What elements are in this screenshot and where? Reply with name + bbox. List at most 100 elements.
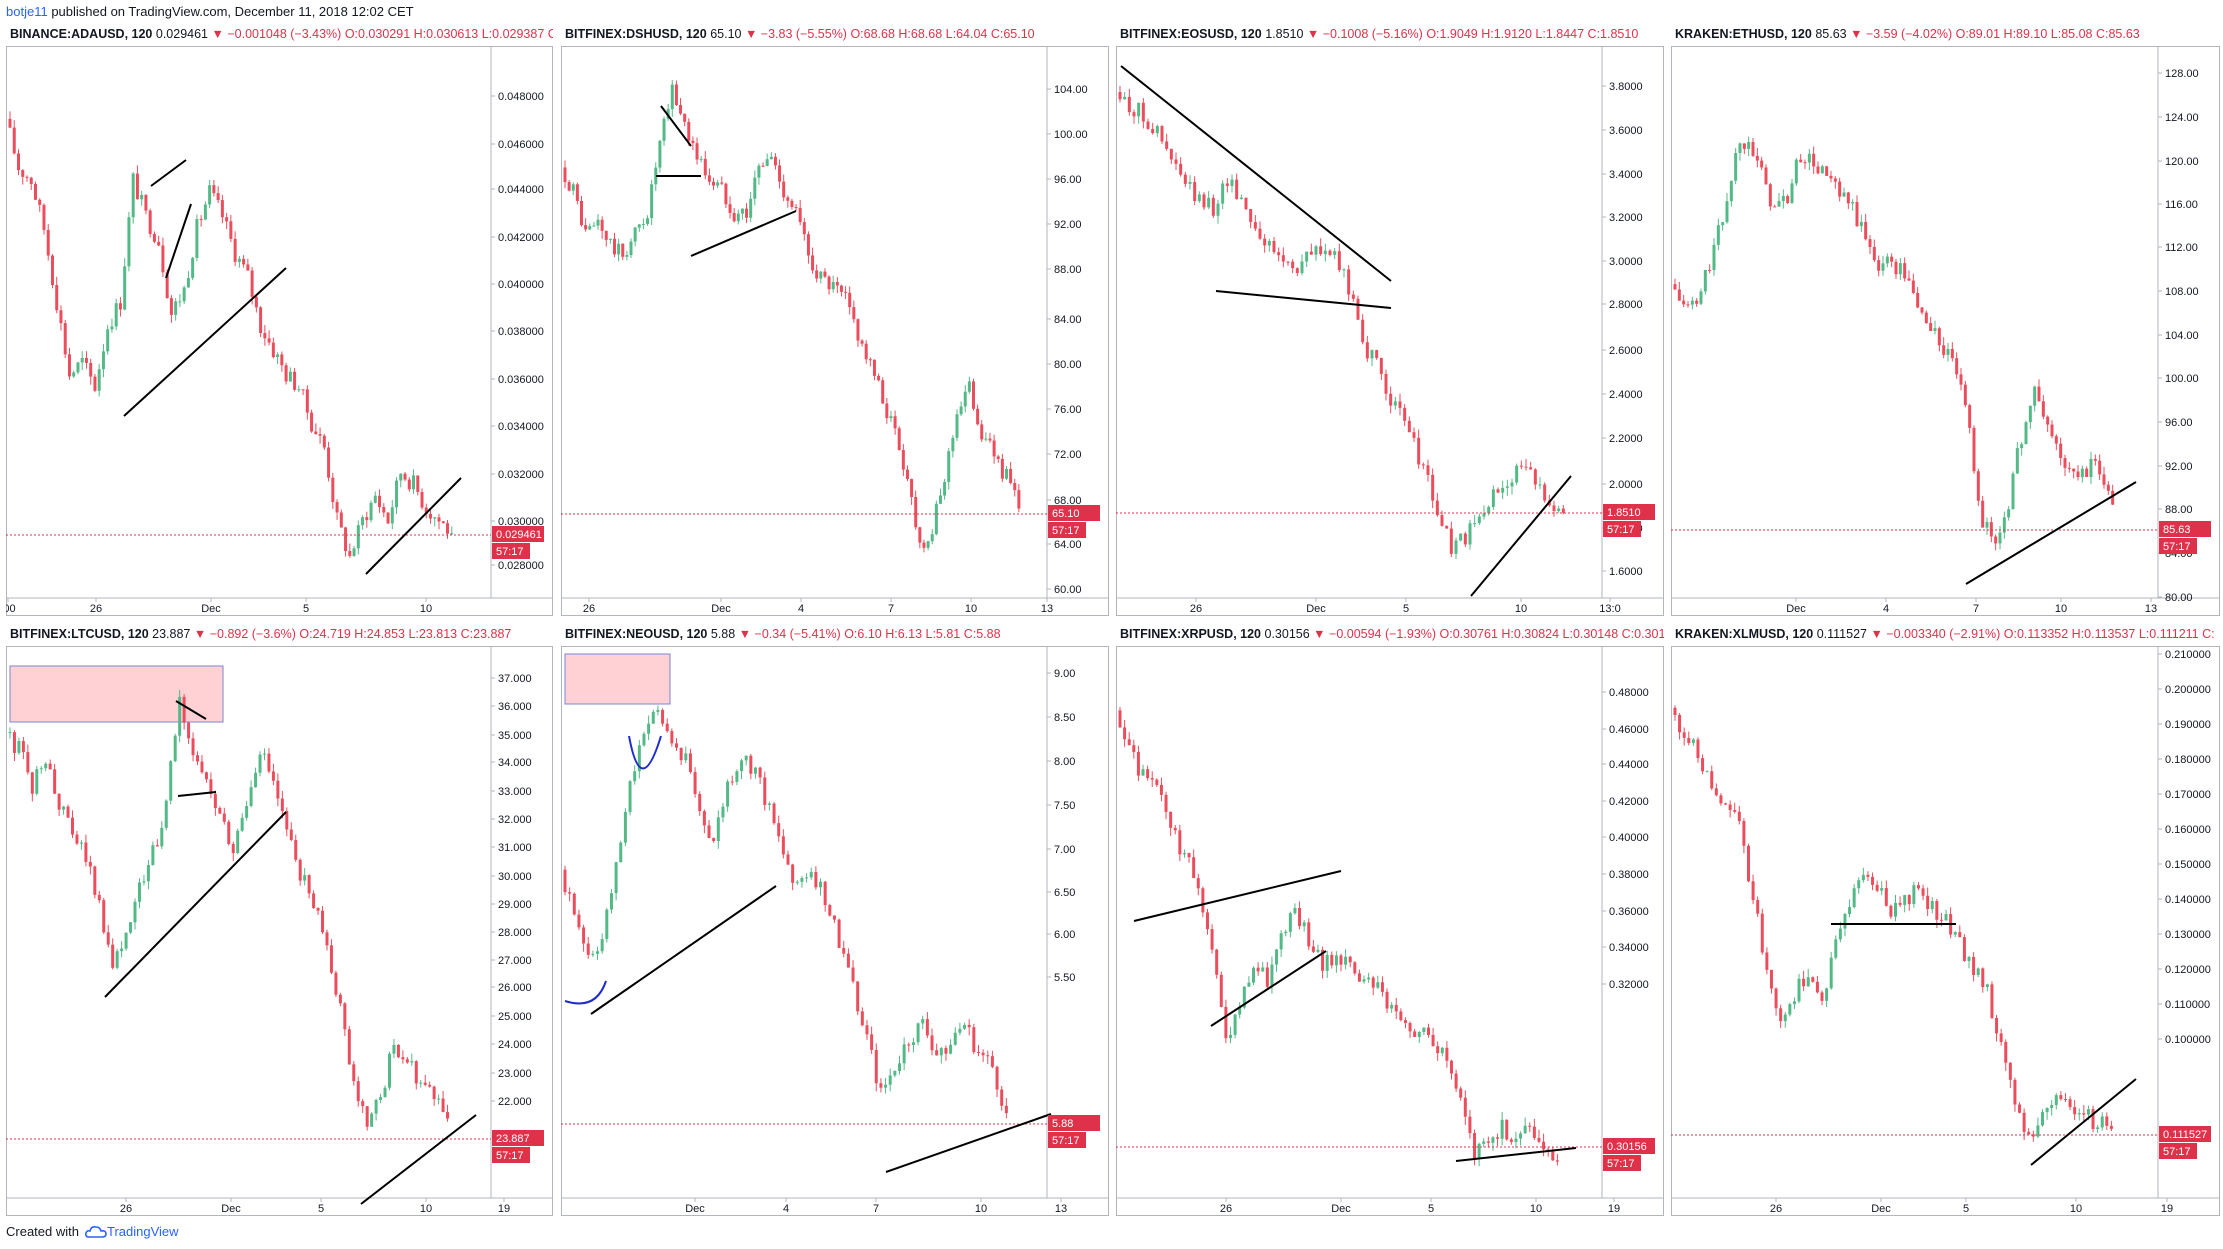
trendline[interactable] xyxy=(165,203,192,279)
price-tick-label: 84.00 xyxy=(1054,314,1082,326)
trendline[interactable] xyxy=(1455,1147,1577,1162)
candle xyxy=(169,759,173,805)
trendline[interactable] xyxy=(660,105,692,147)
chart-panel[interactable]: KRAKEN:ETHUSD, 120 85.63 ▼ −3.59 (−4.02%… xyxy=(1671,22,2220,616)
candle xyxy=(874,1043,878,1092)
candle xyxy=(1985,517,1989,535)
trendline[interactable] xyxy=(1133,870,1342,922)
candle xyxy=(2098,454,2102,480)
trendline[interactable] xyxy=(123,267,287,417)
chart-panel[interactable]: BITFINEX:XRPUSD, 120 0.30156 ▼ −0.00594 … xyxy=(1116,622,1664,1216)
trendline[interactable] xyxy=(1965,481,2137,585)
candle xyxy=(97,363,101,397)
trendline[interactable] xyxy=(1210,950,1327,1027)
candle xyxy=(1202,192,1206,211)
chart-panel[interactable]: BINANCE:ADAUSD, 120 0.029461 ▼ −0.001048… xyxy=(6,22,553,616)
ohlc-values: O:89.01 H:89.10 L:85.08 C:85.63 xyxy=(1955,27,2140,41)
candle xyxy=(2106,481,2110,495)
chart-panel[interactable]: BITFINEX:LTCUSD, 120 23.887 ▼ −0.892 (−3… xyxy=(6,622,553,1216)
price-change: ▼ −0.00594 (−1.93%) xyxy=(1313,627,1437,641)
candle xyxy=(848,286,852,315)
candle xyxy=(1760,908,1764,955)
chart-canvas[interactable]: 0.210000 0.200000 0.190000 0.180000 0.170000… xyxy=(1671,646,2220,1216)
chart-canvas[interactable]: 9.00 8.50 8.00 7.50 7.00 6.50 6.00 5.50 Dec 4 7 10 1… xyxy=(561,646,1109,1216)
candle xyxy=(1500,1111,1504,1146)
candle xyxy=(1976,468,1980,506)
candle xyxy=(730,775,734,786)
candle xyxy=(1916,882,1920,891)
chart-panel[interactable]: BITFINEX:NEOUSD, 120 5.88 ▼ −0.34 (−5.41… xyxy=(561,622,1109,1216)
candle xyxy=(1239,194,1243,200)
candle xyxy=(777,815,781,842)
tradingview-logo-link[interactable]: TradingView xyxy=(84,1222,179,1242)
ohlc-values: O:0.030291 H:0.030613 L:0.029387 C: xyxy=(344,27,553,41)
time-tick-label: 26 xyxy=(120,1203,132,1215)
time-tick-label: 13 xyxy=(1055,1203,1067,1215)
candle xyxy=(1288,911,1292,938)
candle xyxy=(1924,310,1928,324)
trendline[interactable] xyxy=(590,885,777,1015)
curve-drawing[interactable] xyxy=(564,980,607,1005)
price-tick-label: 25.000 xyxy=(498,1011,532,1023)
candle xyxy=(1687,731,1691,746)
price-tick-label: 80.00 xyxy=(2165,592,2193,604)
chart-canvas[interactable]: 128.00 124.00 120.00 116.00 112.00 108.00 104.… xyxy=(1671,46,2220,616)
candle xyxy=(1468,519,1472,550)
trendline[interactable] xyxy=(360,1114,477,1205)
candle xyxy=(651,709,655,724)
trendline[interactable] xyxy=(150,159,187,187)
candle xyxy=(1426,1023,1430,1038)
trendline[interactable] xyxy=(365,477,462,575)
price-change: ▼ −0.892 (−3.6%) xyxy=(193,627,296,641)
candle xyxy=(55,276,59,314)
trendline[interactable] xyxy=(104,811,287,998)
trendline[interactable] xyxy=(1215,290,1392,309)
chart-panel[interactable]: KRAKEN:XLMUSD, 120 0.111527 ▼ −0.003340 … xyxy=(1671,622,2220,1216)
candle xyxy=(728,196,732,219)
trendline[interactable] xyxy=(1120,65,1392,282)
candle xyxy=(1307,918,1311,951)
chart-panel[interactable]: BITFINEX:EOSUSD, 120 1.8510 ▼ −0.1008 (−… xyxy=(1116,22,1664,616)
chart-canvas[interactable]: 0.48000 0.46000 0.44000 0.42000 0.40000 0.380… xyxy=(1116,646,1664,1216)
supply-zone-rect[interactable] xyxy=(564,653,671,705)
candle xyxy=(262,748,266,761)
candle xyxy=(157,235,161,247)
candle xyxy=(1537,1129,1541,1144)
chart-panel[interactable]: BITFINEX:DSHUSD, 120 65.10 ▼ −3.83 (−5.5… xyxy=(561,22,1109,616)
candle xyxy=(216,186,220,204)
candle xyxy=(339,509,343,528)
candle xyxy=(1309,243,1313,255)
trendline[interactable] xyxy=(885,1113,1052,1173)
trendline[interactable] xyxy=(2030,1078,2137,1166)
trendline[interactable] xyxy=(175,700,207,720)
chart-canvas[interactable]: 0.048000 0.046000 0.044000 0.042000 0.040000… xyxy=(6,46,553,616)
trendline[interactable] xyxy=(690,210,797,257)
candle xyxy=(744,755,748,766)
candle xyxy=(93,374,97,393)
chart-canvas[interactable]: 104.00 100.00 96.00 92.00 88.00 84.00 80.00 76.… xyxy=(561,46,1109,616)
chart-canvas[interactable]: 3.8000 3.6000 3.4000 3.2000 3.0000 2.8000 2.60… xyxy=(1116,46,1664,616)
candle xyxy=(1123,92,1127,100)
candle xyxy=(2024,420,2028,445)
candle xyxy=(115,948,119,970)
candle xyxy=(101,343,105,378)
candle xyxy=(662,116,666,146)
candle xyxy=(921,1015,925,1030)
countdown-badge: 57:17 xyxy=(2159,1143,2197,1159)
candle xyxy=(984,432,988,442)
candle xyxy=(986,1050,990,1064)
candle xyxy=(428,1081,432,1088)
candle xyxy=(1929,316,1933,332)
candle xyxy=(654,162,658,191)
author-link[interactable]: botje11 xyxy=(6,4,48,19)
chart-canvas[interactable]: 37.000 36.000 35.000 34.000 33.000 32.000 31.0… xyxy=(6,646,553,1216)
price-label-text: 5.88 xyxy=(1052,1118,1073,1130)
price-label-badge: 0.111527 xyxy=(2159,1126,2211,1142)
trendline[interactable] xyxy=(177,791,217,797)
candle xyxy=(2008,1062,2012,1089)
trendline[interactable] xyxy=(1470,475,1572,597)
candle xyxy=(1440,1046,1444,1057)
curve-drawing[interactable] xyxy=(628,735,662,770)
supply-zone-rect[interactable] xyxy=(9,665,224,723)
candle xyxy=(144,194,148,215)
